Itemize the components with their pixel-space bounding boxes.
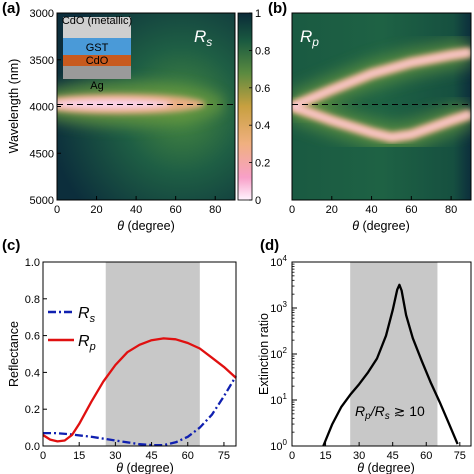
y-tick-label: 101	[270, 392, 287, 407]
colorbar-tick-label: 0	[255, 195, 261, 207]
x-tick-label: 15	[73, 450, 85, 462]
heatmap-a-xlabel: θ (degree)	[117, 219, 175, 233]
plot-frame	[42, 261, 237, 447]
y-tick-label: 3000	[30, 8, 54, 20]
x-tick-label: 0	[40, 450, 46, 462]
x-tick-label: 15	[319, 450, 331, 462]
heatmap-a	[57, 13, 235, 200]
colorbar-gradient	[237, 12, 253, 201]
shaded-region	[350, 262, 438, 446]
series-rp-line	[42, 337, 237, 443]
y-tick-label: 0.0	[25, 441, 40, 453]
heatmap-b-lower-core	[292, 104, 471, 140]
panel-c-label: (c)	[2, 237, 20, 254]
heatmap-a-y-axis: 3000 3500 4000 4500 5000	[30, 8, 61, 207]
x-tick-label: 80	[209, 204, 221, 216]
y-tick-label: 3500	[30, 55, 54, 67]
y-tick-label: 100	[270, 438, 287, 453]
stack-label-ag: Ag	[90, 80, 103, 92]
y-tick-label: 0.6	[25, 331, 40, 343]
extinction-ylabel: Extinction ratio	[257, 313, 271, 395]
panel-a-label: (a)	[2, 0, 20, 17]
extinction-plot: 100 101 102 103 104 0 15 30 45 60 75	[270, 254, 472, 462]
x-tick-label: 60	[420, 450, 432, 462]
colorbar-ticks: 0 0.2 0.4 0.6 0.8 1	[249, 8, 270, 207]
x-tick-label: 30	[109, 450, 121, 462]
x-tick-label: 40	[365, 204, 377, 216]
x-tick-label: 40	[130, 204, 142, 216]
x-tick-label: 0	[54, 204, 60, 216]
colorbar: 0 0.2 0.4 0.6 0.8 1	[237, 8, 270, 207]
y-tick-label: 1.0	[25, 257, 40, 269]
colorbar-tick-label: 1	[255, 8, 261, 20]
y-tick-label: 104	[270, 254, 287, 269]
heatmap-b-upper-core	[292, 50, 471, 109]
x-tick-label: 60	[170, 204, 182, 216]
heatmap-a-band-core	[57, 99, 172, 109]
panel-d-label: (d)	[260, 237, 279, 254]
x-tick-label: 0	[289, 204, 295, 216]
legend-rs-label: Rs	[78, 305, 96, 325]
y-tick-label: 4000	[30, 102, 54, 114]
y-tick-label: 102	[270, 346, 287, 361]
legend-rp-label: Rp	[78, 333, 96, 353]
panel-b-label: (b)	[268, 0, 287, 17]
heatmap-b-series-label: Rp	[300, 27, 319, 49]
reflectance-legend: Rs Rp	[48, 305, 96, 353]
x-tick-label: 60	[182, 450, 194, 462]
colorbar-tick-label: 0.2	[255, 158, 270, 170]
panel-b: (b) Rp 0 20 40 60 80 θ (degree)	[268, 0, 472, 233]
heatmap-a-series-label: Rs	[194, 27, 212, 49]
extinction-xlabel: θ (degree)	[357, 461, 415, 474]
x-tick-label: 0	[289, 450, 295, 462]
shaded-region	[105, 262, 200, 446]
x-tick-label: 20	[326, 204, 338, 216]
x-tick-label: 30	[353, 450, 365, 462]
x-tick-label: 20	[90, 204, 102, 216]
y-tick-label: 4500	[30, 148, 54, 160]
stack-gst-layer	[63, 38, 131, 55]
heatmap-b-xlabel: θ (degree)	[352, 219, 410, 233]
colorbar-tick-label: 0.4	[255, 120, 270, 132]
panel-d: (d) 100 101 102 103 104 0 15 30 45 60 75 Rp/Rs ≳ 1…	[257, 237, 472, 474]
x-tick-label: 75	[218, 450, 230, 462]
stack-label-top: CdO (metallic)	[62, 15, 132, 27]
y-tick-label: 0.4	[25, 367, 40, 379]
reflectance-plot: 0.0 0.2 0.4 0.6 0.8 1.0 0 15 30 45 60 75	[25, 257, 237, 462]
heatmap-b	[292, 13, 471, 200]
reflectance-ylabel: Reflectance	[7, 321, 21, 387]
stack-label-cdo: CdO	[86, 55, 109, 67]
heatmap-a-ylabel: Wavelength (nm)	[7, 59, 21, 154]
x-tick-label: 45	[145, 450, 157, 462]
x-tick-label: 80	[445, 204, 457, 216]
y-tick-label: 5000	[30, 195, 54, 207]
heatmap-a-x-axis: 0 20 40 60 80	[54, 196, 221, 216]
y-tick-label: 0.2	[25, 404, 40, 416]
colorbar-tick-label: 0.6	[255, 83, 270, 95]
y-tick-label: 0.8	[25, 294, 40, 306]
extinction-annotation: Rp/Rs ≳ 10	[355, 403, 425, 422]
x-tick-label: 60	[405, 204, 417, 216]
x-tick-label: 75	[454, 450, 466, 462]
colorbar-tick-label: 0.8	[255, 45, 270, 57]
heatmap-b-x-axis: 0 20 40 60 80	[289, 196, 457, 216]
stack-ag-layer	[63, 66, 131, 79]
stack-label-gst: GST	[86, 42, 109, 54]
reflectance-xlabel: θ (degree)	[116, 461, 174, 474]
heatmap-b-frame	[291, 12, 472, 201]
panel-c: (c) 0.00.20.40.60.81.00 15 30 45 60 75 Rs Rp …	[2, 237, 237, 474]
series-ratio-line	[322, 283, 459, 447]
y-tick-label: 103	[270, 300, 287, 315]
stack-cdo-layer	[63, 55, 131, 66]
x-tick-label: 45	[387, 450, 399, 462]
